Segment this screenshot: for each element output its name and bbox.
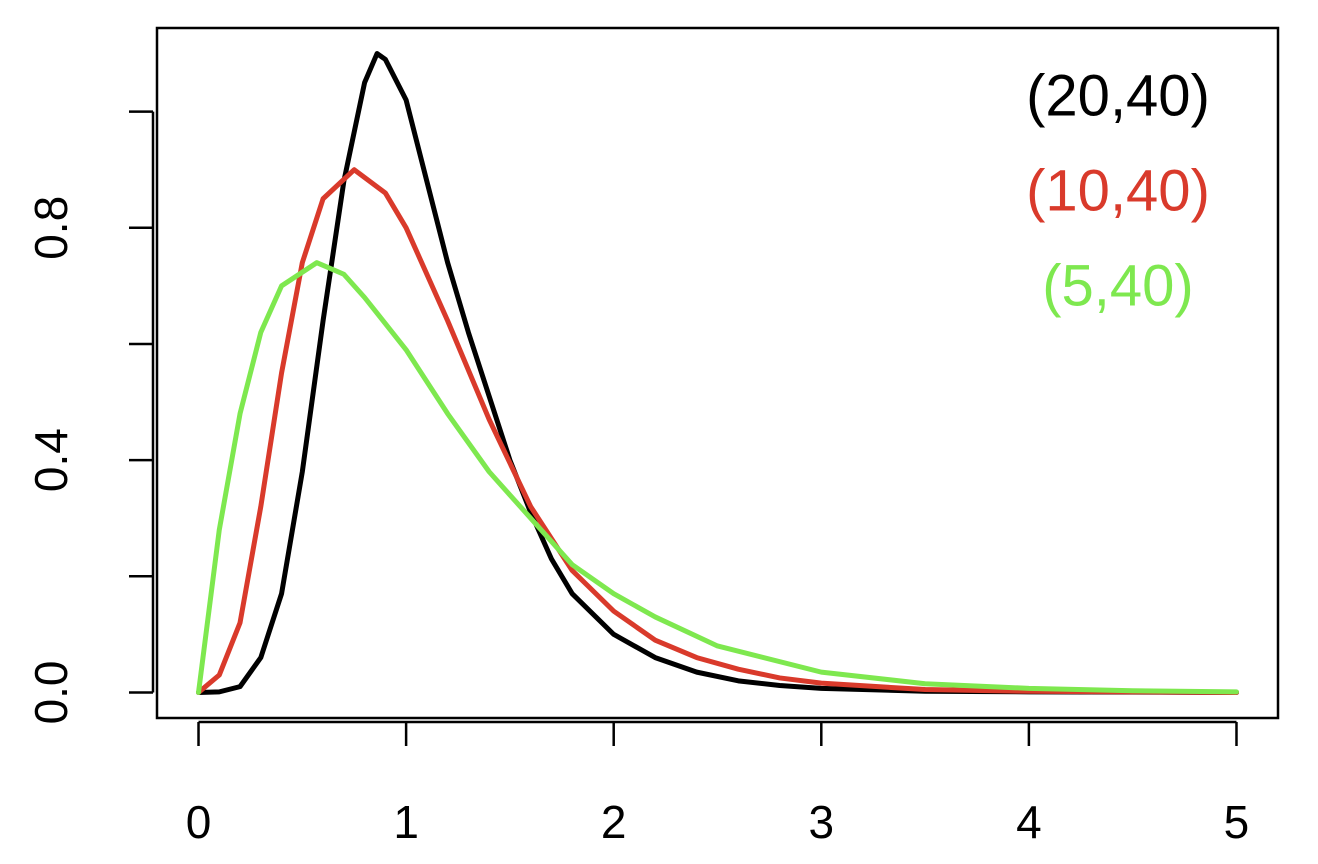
series-line — [196, 260, 1239, 695]
y-tick-label: 0.4 — [25, 428, 77, 492]
y-tick-label: 0.8 — [25, 196, 77, 260]
x-tick-label: 1 — [393, 796, 419, 848]
legend-label: (20,40) — [1026, 63, 1210, 128]
legend-label: (10,40) — [1026, 158, 1210, 223]
legend-label: (5,40) — [1042, 253, 1194, 318]
x-tick-label: 0 — [186, 796, 212, 848]
series-line — [196, 51, 1239, 695]
x-tick-label: 2 — [601, 796, 627, 848]
y-tick-label: 0.0 — [25, 660, 77, 724]
x-tick-label: 4 — [1016, 796, 1042, 848]
x-tick-label: 3 — [808, 796, 834, 848]
x-tick-label: 5 — [1224, 796, 1250, 848]
plot-box — [155, 26, 1280, 720]
series-line — [196, 167, 1239, 695]
